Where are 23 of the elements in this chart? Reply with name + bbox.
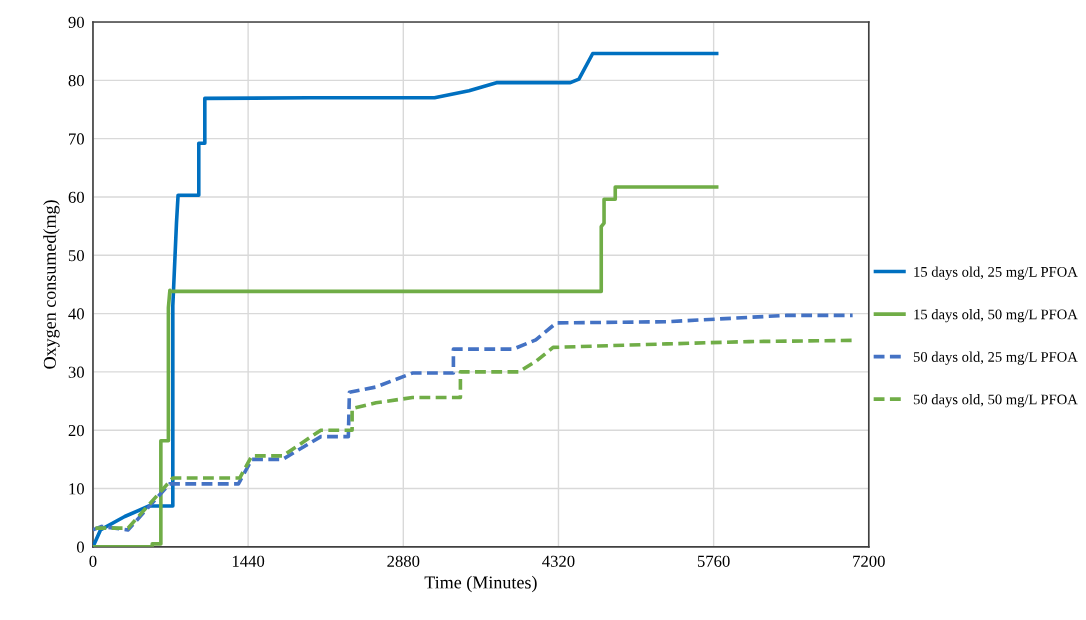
- y-tick-label: 80: [68, 75, 84, 87]
- legend-label: 50 days old, 25 mg/L PFOA: [913, 351, 1078, 365]
- x-tick-label: 4320: [542, 555, 575, 567]
- y-tick-label: 60: [68, 191, 84, 203]
- y-tick-label: 70: [69, 133, 84, 145]
- y-tick-label: 50: [68, 249, 84, 262]
- y-tick-label: 10: [69, 483, 84, 495]
- legend-label: 50 days old, 50 mg/L PFOA: [913, 394, 1078, 408]
- x-tick-label: 5760: [697, 555, 730, 567]
- x-axis-title: Time (Minutes): [424, 575, 537, 593]
- legend-label: 15 days old, 50 mg/L PFOA: [914, 309, 1078, 323]
- y-tick-label: 0: [76, 541, 84, 553]
- y-tick-label: 30: [68, 366, 84, 378]
- x-tick-label: 0: [89, 555, 97, 567]
- x-tick-label: 7200: [853, 555, 885, 567]
- line-series: [92, 51, 721, 547]
- legend-label: 15 days old, 25 mg/L PFOA: [914, 266, 1078, 280]
- x-tick-label: 2880: [387, 555, 420, 567]
- y-tick-label: 20: [68, 424, 84, 437]
- y-tick-label: 90: [68, 16, 84, 28]
- x-tick-label: 1440: [232, 555, 265, 567]
- y-axis-title: Oxygen consumed(mg): [43, 200, 60, 369]
- y-tick-label: 40: [68, 308, 84, 320]
